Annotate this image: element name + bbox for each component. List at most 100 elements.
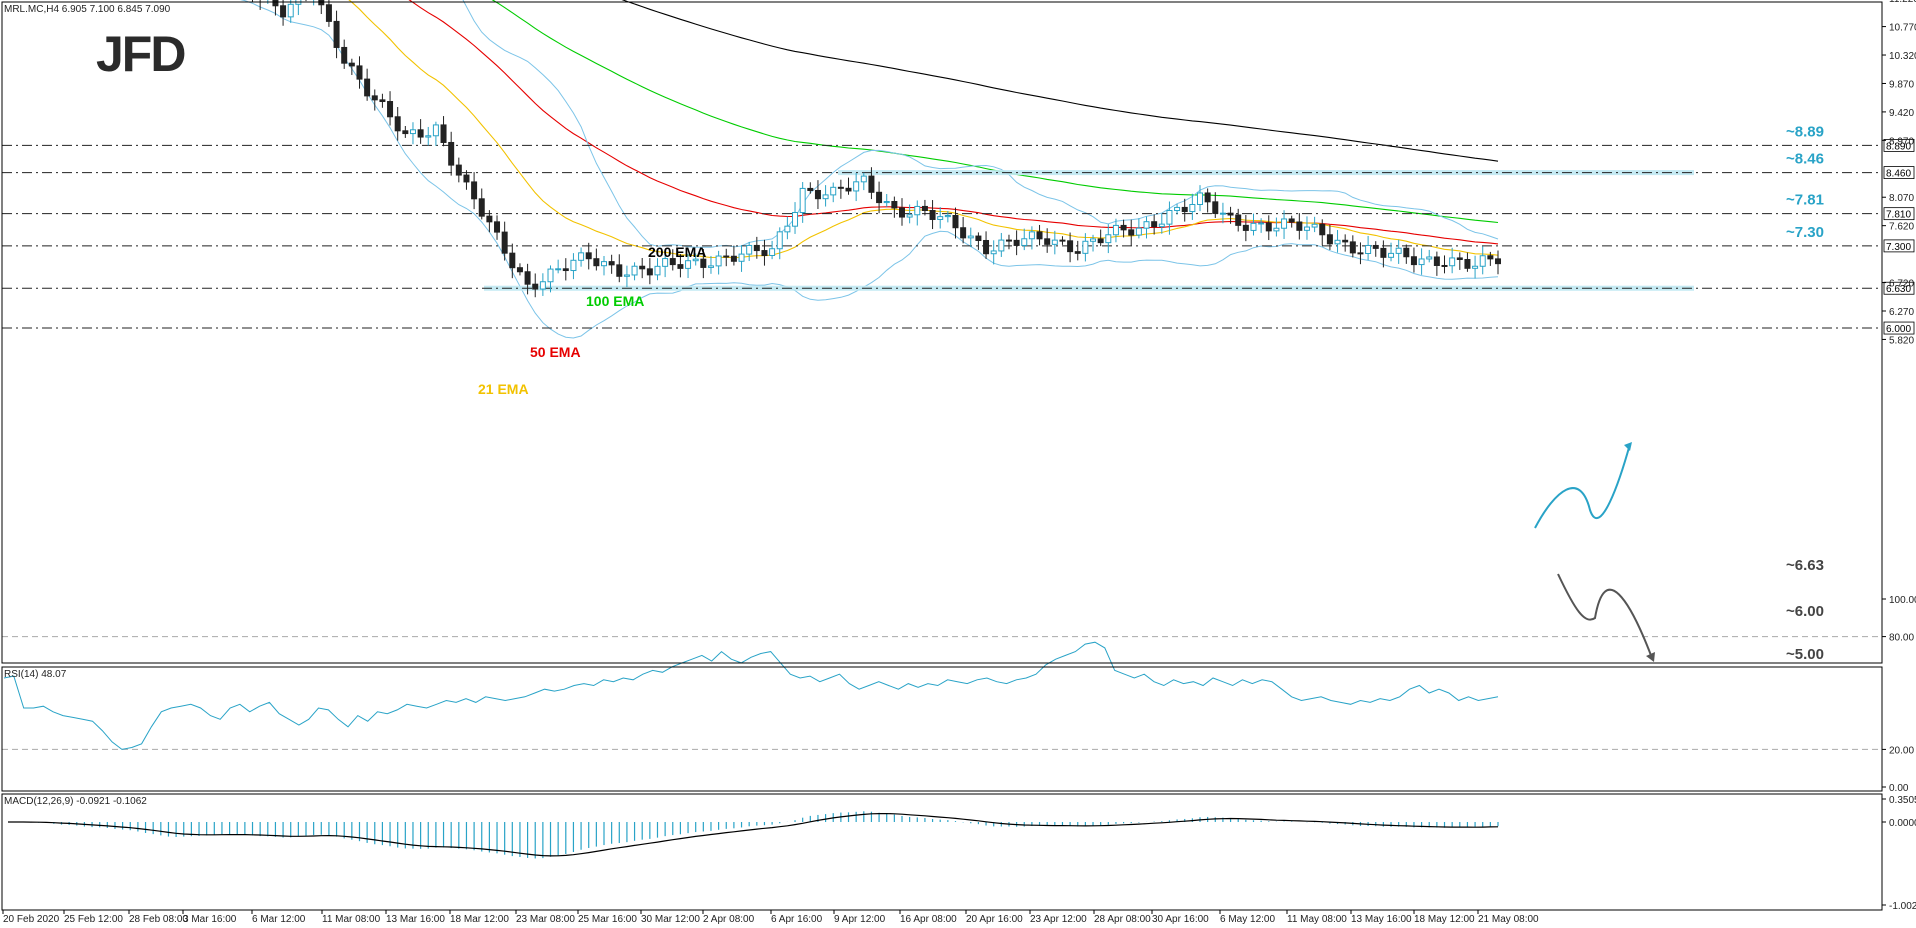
- candle: [471, 172, 478, 210]
- time-tick-label: 25 Feb 12:00: [64, 914, 123, 925]
- candle-body: [1197, 192, 1203, 205]
- candle: [746, 241, 753, 262]
- candle-body: [990, 250, 997, 255]
- candle: [1487, 251, 1494, 266]
- price-tag-box: [1883, 139, 1915, 152]
- candle: [876, 181, 883, 214]
- candle-body: [891, 201, 898, 209]
- time-tick-label: 18 May 12:00: [1414, 914, 1475, 925]
- candle-body: [432, 124, 439, 137]
- candle-body: [799, 187, 806, 214]
- candle: [738, 245, 745, 272]
- symbol-header: MRL.MC,H4 6.905 7.100 6.845 7.090: [4, 4, 171, 15]
- candle: [1082, 233, 1089, 262]
- text-layer: 14.37013.92013.47013.02012.57012.12011.6…: [3, 0, 1916, 925]
- candle-body: [348, 62, 355, 67]
- candle: [975, 232, 982, 250]
- candle-body: [845, 187, 852, 192]
- candle: [1349, 235, 1356, 258]
- candle: [1044, 228, 1051, 253]
- candle: [1059, 236, 1066, 245]
- candle-body: [1181, 206, 1188, 213]
- candle-body: [1151, 221, 1158, 228]
- candle-body: [417, 129, 424, 138]
- candle-body: [1227, 212, 1234, 216]
- macd-tick-label: 0.0000: [1889, 818, 1916, 829]
- candle-body: [669, 258, 676, 266]
- candle-body: [1334, 239, 1341, 245]
- candle: [494, 215, 501, 240]
- candle-body: [1258, 222, 1265, 225]
- price-tag-label: 6.630: [1886, 284, 1911, 295]
- time-tick-label: 16 Apr 08:00: [900, 914, 957, 925]
- price-tag-label: 8.890: [1886, 141, 1911, 152]
- price-tick-label: 5.820: [1889, 335, 1914, 346]
- candle-body: [287, 3, 294, 18]
- candle-body: [1112, 224, 1119, 236]
- candle-body: [853, 181, 860, 192]
- candle-body: [1273, 227, 1280, 232]
- candle-body: [1418, 258, 1425, 266]
- macd-tick-label: -1.0026: [1889, 901, 1916, 912]
- candle: [562, 258, 569, 281]
- candle: [1258, 218, 1265, 233]
- macd-signal-line: [8, 812, 1499, 857]
- candle: [570, 253, 577, 280]
- candle-body: [371, 95, 378, 101]
- candle: [623, 265, 630, 288]
- candle: [1013, 230, 1020, 256]
- candle: [1112, 218, 1119, 243]
- candle-body: [814, 189, 821, 200]
- ema-50-line: [408, 0, 1499, 245]
- candle-body: [1028, 231, 1035, 240]
- candle: [998, 232, 1005, 257]
- candle: [960, 216, 967, 244]
- candle-body: [578, 252, 585, 261]
- candle-body: [509, 252, 516, 269]
- candle: [387, 91, 394, 126]
- candle-body: [1410, 256, 1417, 266]
- candle: [341, 39, 348, 69]
- candle: [1135, 218, 1142, 239]
- rsi-line: [3, 641, 1499, 750]
- candle-body: [700, 258, 707, 268]
- candle-body: [1288, 218, 1295, 223]
- candle-body: [1212, 201, 1219, 214]
- candle: [860, 172, 867, 191]
- candle-body: [761, 250, 768, 256]
- candle: [1357, 242, 1364, 265]
- candle: [1097, 229, 1104, 247]
- candle-body: [1433, 256, 1440, 266]
- macd-label: MACD(12,26,9) -0.0921 -0.1062: [4, 796, 147, 807]
- candle-body: [570, 259, 577, 272]
- candle: [715, 250, 722, 275]
- candle: [325, 0, 332, 27]
- time-tick-label: 20 Feb 2020: [3, 914, 60, 925]
- candle: [272, 0, 279, 16]
- candle: [845, 177, 852, 195]
- price-tick-label: 9.420: [1889, 108, 1914, 119]
- candle: [532, 273, 539, 298]
- time-tick-label: 28 Apr 08:00: [1094, 914, 1151, 925]
- candle: [639, 257, 646, 279]
- bullish-arrow-head: [1624, 442, 1632, 451]
- candle-body: [1365, 244, 1372, 255]
- candle: [1273, 217, 1280, 237]
- candle-body: [784, 225, 791, 233]
- candle: [356, 56, 363, 89]
- candle: [776, 227, 783, 260]
- candle-body: [394, 116, 401, 132]
- candle: [685, 253, 692, 279]
- candle: [313, 0, 315, 6]
- candle-body: [562, 268, 569, 272]
- panel-frame-2: [1, 793, 1883, 911]
- candle: [1441, 255, 1448, 274]
- candle-body: [654, 265, 661, 276]
- candle: [1189, 193, 1196, 220]
- candle: [616, 254, 623, 283]
- candle-body: [983, 239, 990, 255]
- candle: [1204, 188, 1211, 213]
- candle: [1235, 208, 1242, 232]
- candle: [937, 207, 944, 229]
- candle-body: [478, 198, 485, 217]
